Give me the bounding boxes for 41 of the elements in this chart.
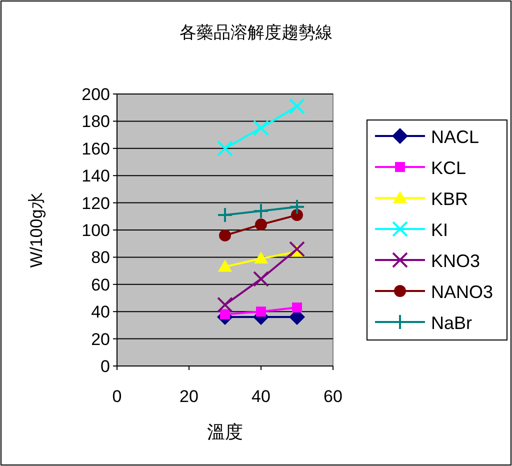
point (291, 209, 303, 222)
y-tick-label: 180 (82, 112, 110, 132)
point (254, 252, 268, 264)
point (219, 229, 231, 242)
point (253, 202, 269, 219)
y-tick-label: 100 (82, 221, 110, 240)
y-tick-label: 140 (82, 166, 110, 186)
point (217, 140, 233, 156)
legend-label: NACL (431, 127, 480, 147)
x-tick-label: 60 (324, 387, 342, 406)
x-tick-label: 40 (252, 387, 270, 406)
y-tick-label: 160 (82, 139, 110, 158)
legend-label: KCL (431, 158, 466, 178)
x-tick-label: 20 (180, 387, 198, 406)
point (253, 120, 269, 136)
point (292, 302, 302, 313)
point (218, 260, 232, 272)
y-tick-label: 120 (82, 194, 110, 213)
chart-title: 各藥品溶解度趨勢線 (180, 23, 332, 42)
point (289, 241, 305, 258)
legend-label: KBR (431, 189, 468, 209)
point (255, 218, 267, 231)
y-tick-label: 60 (91, 275, 110, 294)
legend-label: NaBr (431, 313, 472, 333)
x-axis-title: 溫度 (207, 422, 243, 442)
y-axis-title: W/100g水 (27, 192, 46, 268)
point (217, 207, 233, 224)
point (253, 270, 269, 287)
point (256, 306, 266, 317)
y-tick-label: 0 (100, 357, 110, 376)
legend-label: KI (431, 220, 448, 240)
legend-label: KNO3 (431, 251, 480, 271)
y-tick-label: 200 (82, 85, 110, 104)
point (217, 296, 233, 313)
y-tick-label: 80 (91, 248, 110, 268)
x-tick-label: 0 (112, 387, 122, 406)
point (289, 198, 305, 215)
legend-label: NANO3 (431, 282, 494, 302)
point (289, 98, 305, 114)
y-tick-label: 40 (91, 302, 110, 322)
y-tick-label: 20 (91, 330, 110, 349)
